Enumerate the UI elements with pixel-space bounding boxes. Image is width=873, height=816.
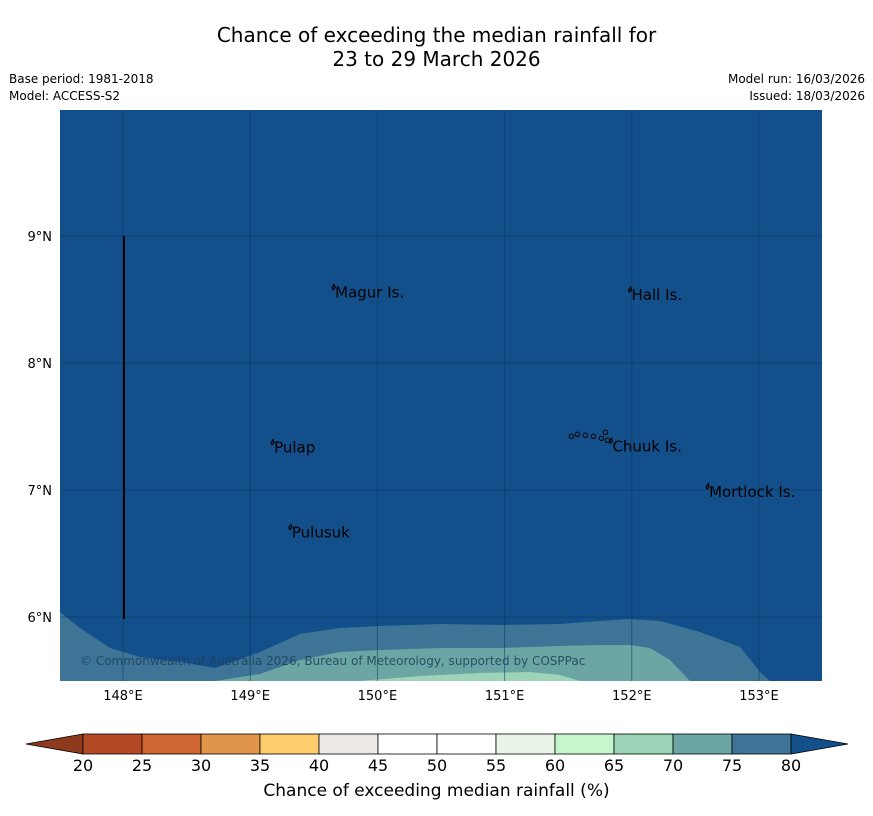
colorbar-tick-label: 75 (722, 756, 742, 775)
band-70-75 (215, 645, 690, 681)
copyright-notice: © Commonwealth of Australia 2026, Bureau… (80, 654, 585, 668)
colorbar-tick-label: 45 (368, 756, 388, 775)
map-background (60, 110, 822, 681)
title-line-1: Chance of exceeding the median rainfall … (216, 23, 657, 47)
colorbar-tick-label: 30 (191, 756, 211, 775)
colorbar-swatch (613, 733, 674, 755)
island-label: Pulusuk (292, 524, 350, 542)
lon-tick-label: 150°E (358, 689, 398, 704)
island-outline (608, 436, 614, 445)
island-label: Mortlock Is. (709, 483, 795, 501)
map-panel[interactable]: Magur Is. Hall Is. Pulap Chuuk Is. Mortlock … (60, 110, 822, 681)
lon-tick-label: 152°E (612, 689, 652, 704)
model-name: Model: ACCESS-S2 (9, 89, 121, 103)
chuuk-islet (602, 429, 609, 435)
issued-date: Issued: 18/03/2026 (749, 89, 865, 103)
island-label: Magur Is. (335, 284, 404, 302)
lat-tick-label: 9°N (28, 230, 53, 245)
chuuk-islet (604, 437, 611, 443)
colorbar-swatch (259, 733, 320, 755)
colorbar-tick-label: 55 (486, 756, 506, 775)
chuuk-islet (598, 435, 605, 441)
colorbar-tick-label: 50 (427, 756, 447, 775)
colorbar-swatch (141, 733, 202, 755)
colorbar-swatch (436, 733, 497, 755)
colorbar-tick-label: 20 (73, 756, 93, 775)
colorbar-swatch (82, 733, 143, 755)
colorbar-swatch (672, 733, 733, 755)
colorbar-swatch (554, 733, 615, 755)
lon-tick-label: 149°E (230, 689, 270, 704)
chuuk-islet (568, 433, 575, 439)
lat-tick-label: 6°N (28, 611, 53, 626)
chuuk-islet (590, 433, 597, 439)
lon-tick-label: 153°E (739, 689, 779, 704)
chuuk-islet (582, 432, 589, 438)
colorbar-tick-label: 65 (604, 756, 624, 775)
colorbar-swatch (377, 733, 438, 755)
base-period: Base period: 1981-2018 (9, 72, 154, 86)
island-outline (270, 438, 275, 446)
island-outline (627, 285, 633, 294)
colorbar-tick-label: 40 (309, 756, 329, 775)
colorbar-tick-label: 60 (545, 756, 565, 775)
band-65-70 (360, 672, 580, 681)
island-label: Hall Is. (632, 286, 683, 304)
colorbar-tick-label: 70 (663, 756, 683, 775)
colorbar-swatch (318, 733, 379, 755)
islands: Magur Is. Hall Is. Pulap Chuuk Is. Mortlock … (270, 283, 795, 542)
longitude-tick-labels: 148°E 149°E 150°E 151°E 152°E 153°E (103, 689, 779, 704)
island-outline (331, 283, 336, 291)
colorbar-tick-label: 80 (781, 756, 801, 775)
colorbar-title: Chance of exceeding median rainfall (%) (263, 781, 610, 801)
colorbar-swatch (731, 733, 792, 755)
island-outline (288, 523, 293, 531)
title-line-2: 23 to 29 March 2026 (332, 47, 541, 71)
island-label: Chuuk Is. (612, 437, 681, 455)
colorbar-under-arrow (25, 733, 84, 755)
colorbar-swatch (495, 733, 556, 755)
lat-tick-label: 7°N (28, 484, 53, 499)
island-outline (705, 482, 710, 491)
model-run-date: Model run: 16/03/2026 (727, 72, 865, 86)
colorbar: 20 25 30 35 40 45 50 55 60 65 70 75 80 (25, 733, 849, 775)
colorbar-over-arrow (790, 733, 849, 755)
lon-tick-label: 148°E (103, 689, 143, 704)
lon-tick-label: 151°E (485, 689, 525, 704)
chuuk-islet (574, 431, 581, 437)
island-label: Pulap (274, 439, 315, 457)
colorbar-swatch (200, 733, 261, 755)
latitude-tick-labels: 9°N 8°N 7°N 6°N (28, 230, 53, 626)
colorbar-tick-label: 25 (132, 756, 152, 775)
lat-tick-label: 8°N (28, 357, 53, 372)
colorbar-tick-label: 35 (250, 756, 270, 775)
